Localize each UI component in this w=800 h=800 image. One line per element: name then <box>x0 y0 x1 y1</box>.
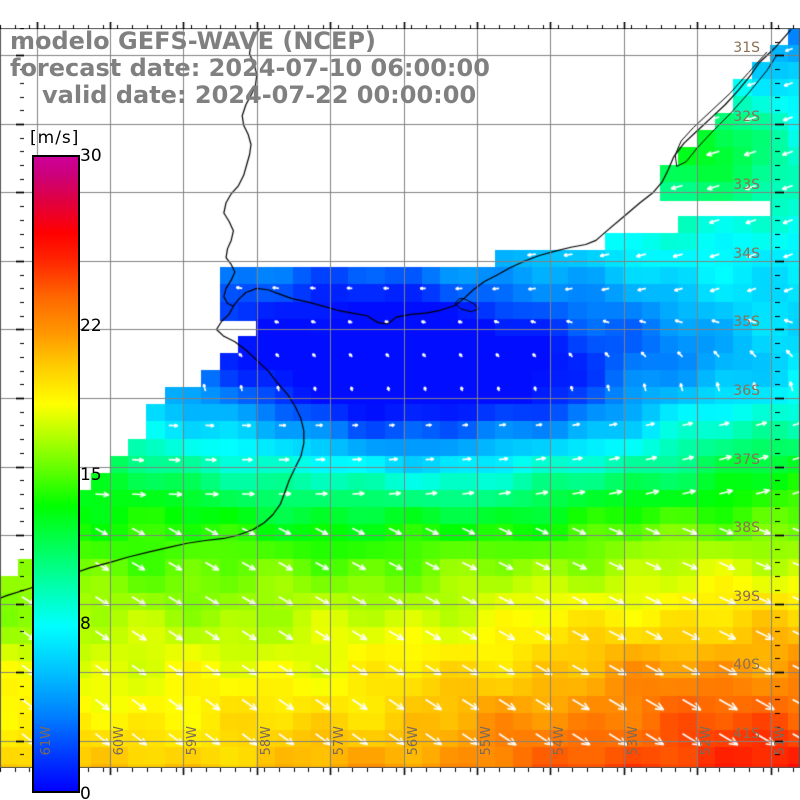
bottom-axis-ticks <box>0 768 800 776</box>
colorbar-tick-label: 22 <box>80 316 102 337</box>
colorbar-gradient <box>32 155 80 793</box>
top-axis-ticks <box>0 22 800 29</box>
map-panel <box>0 28 800 768</box>
left-axis-ticks <box>16 28 24 768</box>
colorbar-unit-label: [m/s] <box>30 128 80 148</box>
colorbar-tick-label: 8 <box>80 613 91 634</box>
colorbar-tick-label: 15 <box>80 465 102 485</box>
colorbar-tick-label: 30 <box>80 146 102 166</box>
right-axis-ticks <box>775 28 784 768</box>
colorbar-tick-label: 0 <box>80 784 91 800</box>
lat-lon-graticule <box>0 28 800 768</box>
